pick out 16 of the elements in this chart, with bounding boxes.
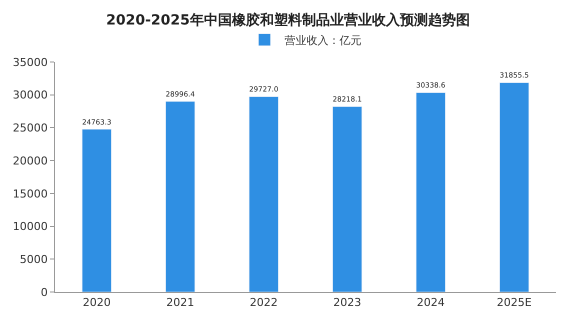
legend-label: 营业收入：亿元 bbox=[284, 34, 362, 47]
y-tick-label: 5000 bbox=[20, 252, 48, 266]
y-tick-label: 10000 bbox=[12, 220, 48, 234]
y-tick-label: 25000 bbox=[12, 122, 48, 135]
y-tick-label: 20000 bbox=[12, 154, 48, 168]
x-tick-label: 2021 bbox=[166, 296, 194, 310]
x-tick-label: 2023 bbox=[333, 296, 362, 310]
chart-title: 2020-2025年中国橡胶和塑料制品业营业收入预测趋势图 bbox=[106, 12, 470, 29]
y-tick-label: 30000 bbox=[12, 88, 48, 102]
y-tick-label: 35000 bbox=[12, 56, 48, 69]
y-tick-label: 15000 bbox=[12, 187, 48, 200]
x-tick-label: 2022 bbox=[250, 296, 278, 310]
x-tick-label: 2024 bbox=[416, 296, 445, 310]
x-tick-label: 2020 bbox=[82, 296, 111, 310]
x-tick-label: 2025E bbox=[496, 296, 532, 310]
y-tick-label: 0 bbox=[40, 286, 48, 299]
